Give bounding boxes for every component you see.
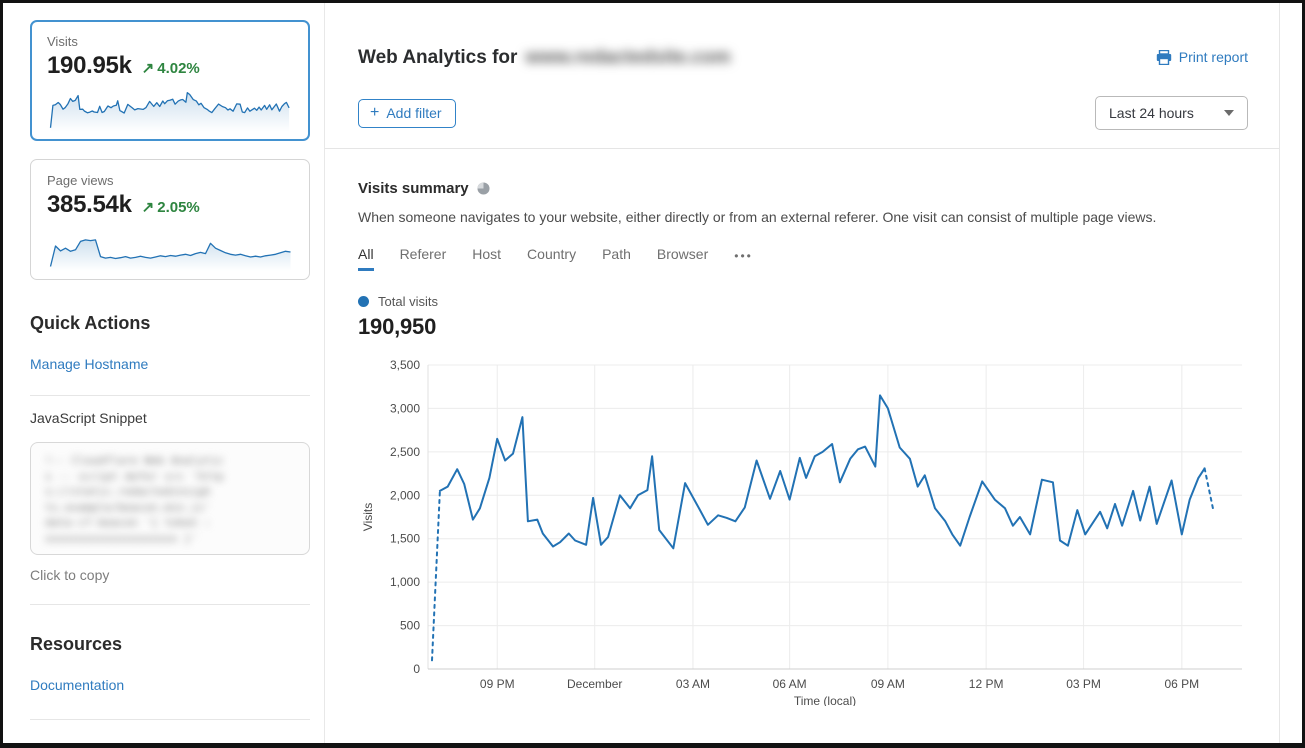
add-filter-button[interactable]: + Add filter bbox=[358, 98, 456, 128]
visits-summary-title: Visits summary bbox=[358, 180, 469, 197]
page-views-card-delta: ↗ 2.05% bbox=[141, 199, 200, 216]
main-content: Web Analytics for www.redactedsite.com P… bbox=[325, 3, 1302, 743]
redacted-code-line: data-cf-beacon '{ token : bbox=[45, 516, 211, 529]
divider bbox=[30, 395, 310, 396]
visits-card-value: 190.95k bbox=[47, 52, 132, 79]
click-to-copy-hint: Click to copy bbox=[30, 567, 110, 583]
printer-icon bbox=[1156, 49, 1171, 65]
page-title: Web Analytics for www.redactedsite.com bbox=[358, 47, 731, 68]
svg-text:09 PM: 09 PM bbox=[480, 677, 515, 691]
sidebar: Visits 190.95k ↗ 4.02% Page views 385.54k… bbox=[3, 3, 325, 743]
tab-host[interactable]: Host bbox=[472, 246, 502, 262]
visits-sparkline-chart bbox=[49, 92, 290, 132]
svg-text:1,500: 1,500 bbox=[390, 532, 420, 546]
manage-hostname-link[interactable]: Manage Hostname bbox=[30, 356, 149, 372]
tab-referer[interactable]: Referer bbox=[399, 246, 447, 262]
quick-actions-heading: Quick Actions bbox=[30, 313, 151, 333]
redacted-code-line: ts.example/beacon.min.js' bbox=[45, 500, 211, 514]
svg-text:3,000: 3,000 bbox=[390, 401, 420, 415]
more-tabs-icon[interactable]: ••• bbox=[734, 248, 753, 263]
svg-text:12 PM: 12 PM bbox=[969, 677, 1004, 691]
tab-browser[interactable]: Browser bbox=[656, 246, 709, 262]
svg-text:Visits: Visits bbox=[361, 503, 375, 531]
legend-label: Total visits bbox=[378, 294, 438, 309]
visits-summary-description: When someone navigates to your website, … bbox=[358, 209, 1157, 225]
svg-text:3,500: 3,500 bbox=[390, 358, 420, 372]
svg-text:2,500: 2,500 bbox=[390, 445, 420, 459]
divider bbox=[30, 604, 310, 605]
chart-legend: Total visits bbox=[358, 294, 1248, 309]
redacted-code-line: s://static.redactedinsigh bbox=[45, 485, 211, 498]
metric-card-visits[interactable]: Visits 190.95k ↗ 4.02% bbox=[30, 20, 310, 141]
divider bbox=[325, 148, 1279, 149]
visits-summary-section: Visits summary When someone navigates to… bbox=[358, 180, 1248, 706]
resources-heading: Resources bbox=[30, 634, 123, 654]
redacted-code-line: s -- script defer src 'http bbox=[45, 469, 224, 483]
metric-card-page-views[interactable]: Page views 385.54k ↗ 2.05% bbox=[30, 159, 310, 280]
main-header: Web Analytics for www.redactedsite.com P… bbox=[358, 47, 1248, 69]
help-icon[interactable] bbox=[477, 182, 490, 195]
visits-card-delta: ↗ 4.02% bbox=[141, 60, 200, 77]
javascript-snippet-codebox[interactable]: !-- Cloudflare Web Analytic s -- script d… bbox=[30, 442, 310, 555]
summary-tabs: All Referer Host Country Path Browser ••… bbox=[358, 246, 1248, 271]
controls-row: + Add filter Last 24 hours bbox=[358, 96, 1248, 130]
redacted-domain: www.redactedsite.com bbox=[525, 47, 731, 68]
tab-country[interactable]: Country bbox=[527, 246, 577, 262]
tab-all[interactable]: All bbox=[358, 246, 374, 271]
total-visits-value: 190,950 bbox=[358, 314, 437, 339]
svg-text:09 AM: 09 AM bbox=[871, 677, 905, 691]
chevron-down-icon bbox=[1224, 110, 1234, 116]
svg-text:03 PM: 03 PM bbox=[1066, 677, 1101, 691]
svg-text:06 PM: 06 PM bbox=[1165, 677, 1200, 691]
legend-dot-icon bbox=[358, 296, 369, 307]
page-views-card-value: 385.54k bbox=[47, 191, 132, 218]
svg-text:December: December bbox=[567, 677, 622, 691]
print-report-link[interactable]: Print report bbox=[1156, 49, 1248, 65]
svg-text:0: 0 bbox=[413, 662, 420, 676]
redacted-code-line: !-- Cloudflare Web Analytic bbox=[45, 454, 224, 467]
visits-chart-wrap: 0 500 1,000 1,500 2,000 2,500 3,000 3,500 09 PM D… bbox=[358, 350, 1248, 706]
svg-text:03 AM: 03 AM bbox=[676, 677, 710, 691]
visits-line-chart[interactable]: 0 500 1,000 1,500 2,000 2,500 3,000 3,500 09 PM D… bbox=[358, 350, 1246, 706]
svg-text:1,000: 1,000 bbox=[390, 575, 420, 589]
plus-icon: + bbox=[370, 103, 380, 121]
svg-text:500: 500 bbox=[400, 619, 420, 633]
divider bbox=[30, 719, 310, 720]
trend-up-icon: ↗ bbox=[141, 199, 155, 216]
svg-text:06 AM: 06 AM bbox=[773, 677, 807, 691]
tab-path[interactable]: Path bbox=[602, 246, 631, 262]
page-views-card-label: Page views bbox=[47, 173, 114, 188]
documentation-link[interactable]: Documentation bbox=[30, 677, 125, 693]
redacted-code-line: xxxxxxxxxxxxxxxxxxxx }' bbox=[45, 531, 198, 545]
visits-card-label: Visits bbox=[47, 34, 78, 49]
svg-text:2,000: 2,000 bbox=[390, 488, 420, 502]
page-views-sparkline-chart bbox=[49, 239, 291, 271]
trend-up-icon: ↗ bbox=[141, 60, 155, 77]
javascript-snippet-label: JavaScript Snippet bbox=[30, 410, 147, 426]
svg-text:Time (local): Time (local) bbox=[794, 694, 856, 706]
time-range-select[interactable]: Last 24 hours bbox=[1095, 96, 1248, 130]
